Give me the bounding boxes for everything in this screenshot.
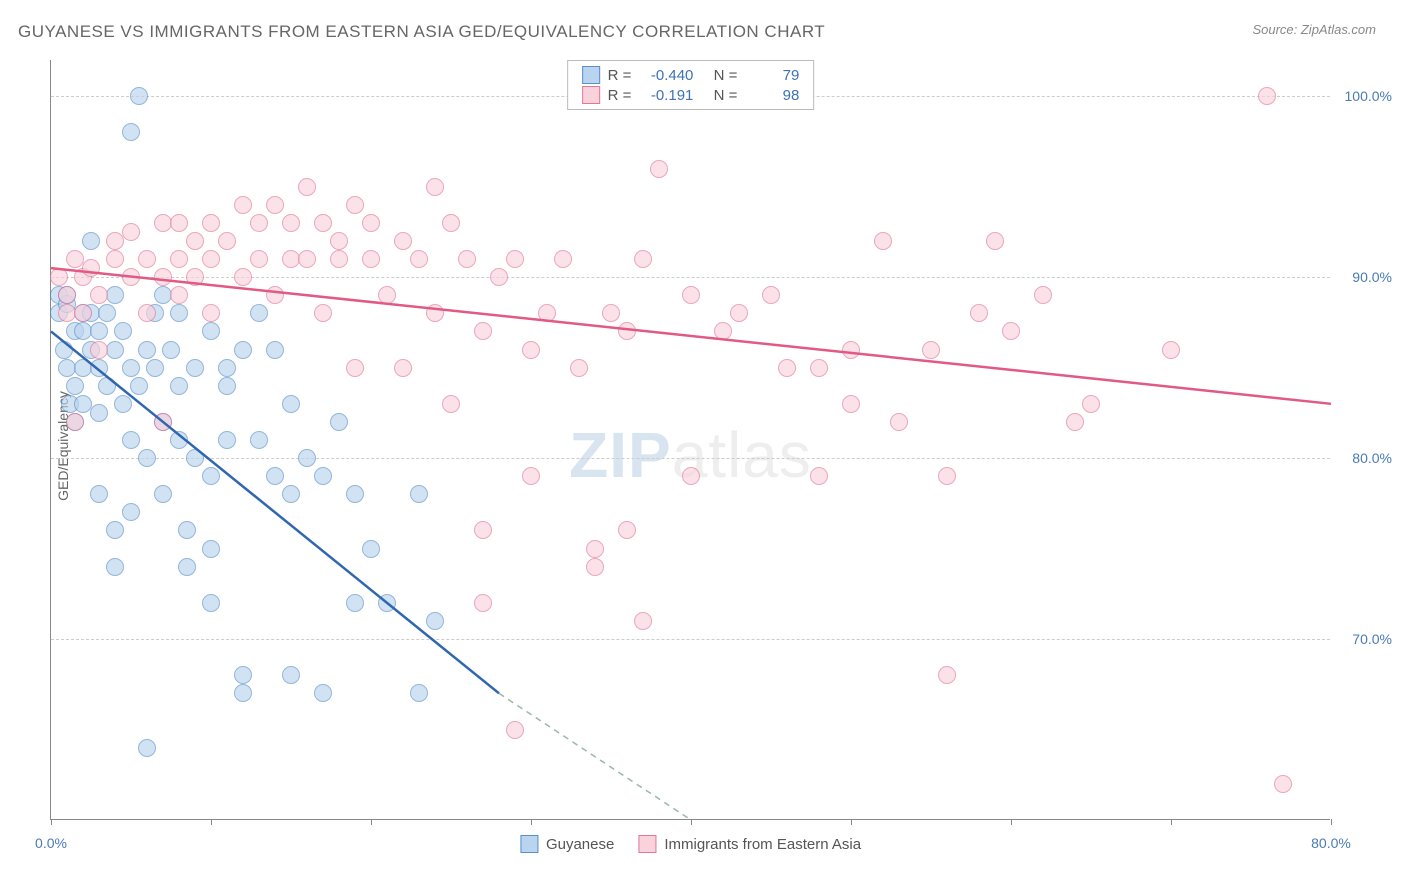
ytick-label: 100.0% (1345, 88, 1392, 104)
trend-line-blue-extension (499, 693, 691, 820)
source-attribution: Source: ZipAtlas.com (1252, 22, 1376, 37)
xtick (51, 819, 52, 825)
ytick-label: 80.0% (1352, 450, 1392, 466)
legend-item-pink: Immigrants from Eastern Asia (638, 835, 861, 853)
swatch-blue-icon (582, 66, 600, 84)
r-value-blue: -0.440 (639, 67, 693, 84)
bottom-legend: Guyanese Immigrants from Eastern Asia (520, 835, 861, 853)
xtick (691, 819, 692, 825)
legend-item-blue: Guyanese (520, 835, 614, 853)
stats-row-blue: R = -0.440 N = 79 (582, 65, 800, 85)
legend-label-blue: Guyanese (546, 836, 614, 853)
xtick-label: 0.0% (35, 835, 67, 851)
ytick-label: 90.0% (1352, 269, 1392, 285)
xtick (211, 819, 212, 825)
xtick (1331, 819, 1332, 825)
legend-swatch-pink-icon (638, 835, 656, 853)
n-label-blue: N = (714, 67, 738, 84)
source-name: ZipAtlas.com (1301, 22, 1376, 37)
n-label-pink: N = (714, 87, 738, 104)
trend-line-blue (51, 331, 499, 693)
r-label-pink: R = (608, 87, 632, 104)
xtick (371, 819, 372, 825)
chart-title: GUYANESE VS IMMIGRANTS FROM EASTERN ASIA… (18, 22, 825, 42)
stats-row-pink: R = -0.191 N = 98 (582, 85, 800, 105)
plot-area: ZIPatlas 70.0%80.0%90.0%100.0% 0.0%80.0%… (50, 60, 1330, 820)
n-value-blue: 79 (745, 67, 799, 84)
xtick (1171, 819, 1172, 825)
swatch-pink-icon (582, 86, 600, 104)
trend-line-pink (51, 268, 1331, 404)
r-value-pink: -0.191 (639, 87, 693, 104)
xtick (851, 819, 852, 825)
source-prefix: Source: (1252, 22, 1300, 37)
xtick (1011, 819, 1012, 825)
stats-box: R = -0.440 N = 79 R = -0.191 N = 98 (567, 60, 815, 110)
ytick-label: 70.0% (1352, 631, 1392, 647)
n-value-pink: 98 (745, 87, 799, 104)
legend-swatch-blue-icon (520, 835, 538, 853)
legend-label-pink: Immigrants from Eastern Asia (664, 836, 861, 853)
xtick-label: 80.0% (1311, 835, 1351, 851)
xtick (531, 819, 532, 825)
r-label-blue: R = (608, 67, 632, 84)
trend-lines (51, 60, 1330, 819)
